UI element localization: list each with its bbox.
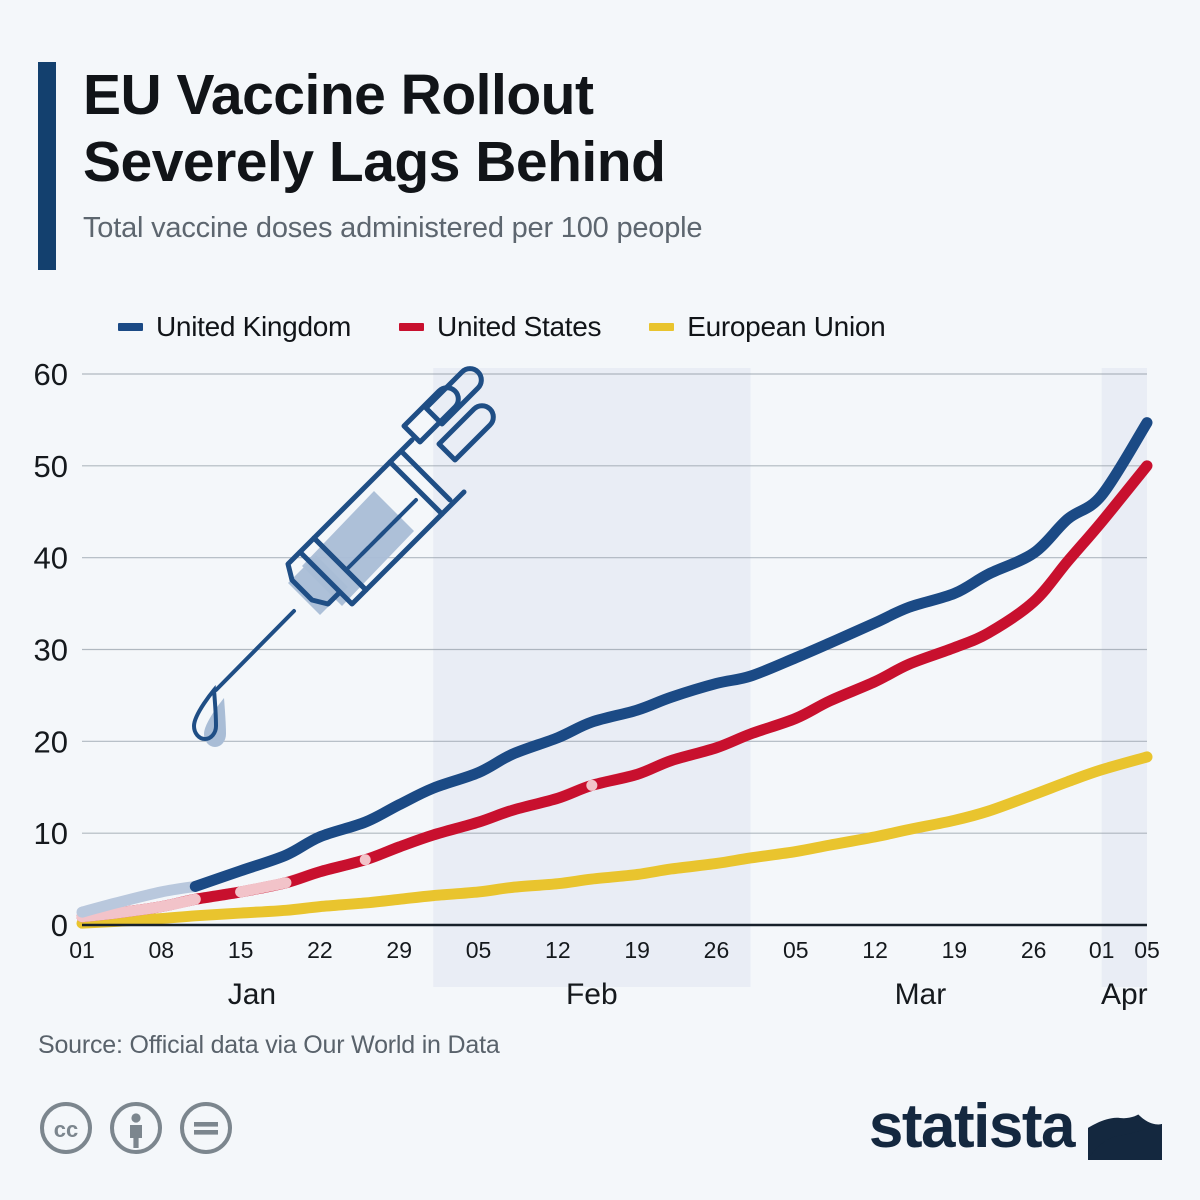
- legend-item-united-states[interactable]: United States: [399, 311, 602, 343]
- series-line-faded: [280, 841, 405, 889]
- x-axis-tick-label: 12: [545, 937, 571, 963]
- page-title: EU Vaccine Rollout Severely Lags Behind: [83, 63, 666, 194]
- statista-logo[interactable]: statista: [869, 1094, 1162, 1160]
- x-axis-tick-label: 19: [942, 937, 968, 963]
- x-axis-tick-label: 08: [149, 937, 175, 963]
- y-axis-tick-label: 10: [34, 816, 68, 851]
- x-axis-tick-label: 12: [862, 937, 888, 963]
- series-line-faded: [189, 866, 326, 905]
- x-axis-month-label: Mar: [895, 978, 947, 1011]
- syringe-icon: [191, 366, 496, 747]
- series-line: [189, 417, 1153, 892]
- series-line: [76, 751, 1153, 929]
- cc-by-icon[interactable]: [108, 1100, 164, 1156]
- statista-mark-icon: [1088, 1094, 1162, 1160]
- series-line: [76, 460, 1153, 923]
- y-axis-tick-label: 20: [34, 724, 68, 759]
- header: EU Vaccine Rollout Severely Lags Behind …: [38, 62, 1160, 270]
- source-note: Source: Official data via Our World in D…: [38, 1031, 500, 1059]
- x-axis-tick-label: 15: [228, 937, 254, 963]
- chart-x-axis-labels: 01 08 15 22 29 05 12 19 26 05 12 19 26 01 05: [69, 937, 1160, 963]
- legend-item-european-union[interactable]: European Union: [649, 311, 886, 343]
- legend-label: United States: [437, 311, 602, 342]
- legend-swatch-icon: [118, 323, 143, 331]
- x-axis-tick-label: 01: [1089, 937, 1115, 963]
- title-accent-bar: [38, 62, 56, 270]
- x-axis-tick-label: 19: [624, 937, 650, 963]
- legend-swatch-icon: [399, 323, 425, 331]
- x-axis-tick-label: 05: [466, 937, 492, 963]
- chart-gridlines: [82, 373, 1147, 834]
- cc-icon[interactable]: cc: [38, 1100, 94, 1156]
- chart-x-axis-month-labels: Jan Feb Mar Apr: [228, 978, 1148, 1011]
- logo-wordmark: statista: [868, 1092, 1076, 1161]
- x-axis-tick-label: 01: [69, 937, 95, 963]
- x-axis-tick-label: 26: [1021, 937, 1047, 963]
- cc-nd-icon[interactable]: [178, 1100, 234, 1156]
- legend-label: United Kingdom: [156, 311, 352, 342]
- series-line-faded: [76, 880, 201, 918]
- license-icons: cc: [38, 1100, 234, 1156]
- chart-y-axis: 0 10 20 30 40 50 60: [34, 357, 68, 943]
- x-axis-tick-label: 05: [1134, 937, 1160, 963]
- svg-text:cc: cc: [54, 1117, 78, 1142]
- series-gap-marker: [359, 854, 371, 866]
- series-gap-segment: [235, 877, 292, 898]
- y-axis-tick-label: 40: [34, 541, 68, 576]
- chart-series-lines: [76, 417, 1153, 929]
- chart-shaded-bands: [433, 368, 1147, 987]
- series-gap-marker: [586, 779, 598, 791]
- chart-legend: United Kingdom United States European Un…: [118, 311, 886, 343]
- y-axis-tick-label: 50: [34, 449, 68, 484]
- x-axis-month-label: Apr: [1101, 978, 1148, 1011]
- y-axis-tick-label: 30: [34, 633, 68, 668]
- legend-item-united-kingdom[interactable]: United Kingdom: [118, 311, 351, 343]
- legend-swatch-icon: [649, 323, 675, 331]
- legend-label: European Union: [687, 311, 886, 342]
- series-gap-segment: [76, 893, 201, 923]
- x-axis-month-label: Feb: [566, 978, 618, 1011]
- x-axis-tick-label: 05: [783, 937, 809, 963]
- y-axis-tick-label: 0: [51, 908, 68, 943]
- x-axis-tick-label: 26: [704, 937, 730, 963]
- x-axis-month-label: Jan: [228, 978, 276, 1011]
- series-line-faded: [552, 768, 643, 804]
- y-axis-tick-label: 60: [34, 357, 68, 392]
- x-axis-tick-label: 29: [386, 937, 412, 963]
- x-axis-tick-label: 22: [307, 937, 333, 963]
- page-subtitle: Total vaccine doses administered per 100…: [83, 212, 703, 245]
- series-line-faded: [76, 886, 247, 923]
